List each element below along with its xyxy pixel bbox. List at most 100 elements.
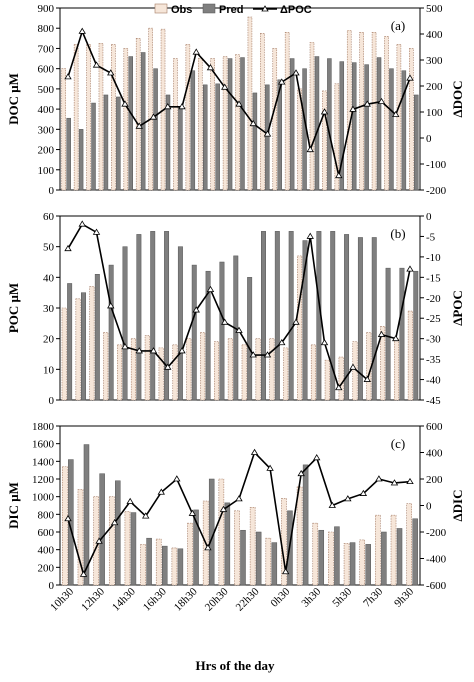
delta-marker bbox=[349, 105, 357, 112]
delta-marker bbox=[164, 103, 172, 110]
pred-bar bbox=[401, 70, 407, 191]
y2-tick-label: -200 bbox=[426, 185, 447, 197]
obs-bar bbox=[297, 88, 302, 191]
delta-marker bbox=[377, 97, 386, 104]
pred-bar bbox=[277, 79, 282, 191]
delta-marker bbox=[292, 69, 300, 76]
y-tick-label: 20 bbox=[43, 334, 55, 346]
delta-marker bbox=[206, 64, 215, 71]
x-tick-label: 14h30 bbox=[110, 585, 138, 613]
obs-bar bbox=[247, 16, 253, 191]
delta-marker bbox=[406, 74, 414, 81]
obs-bar bbox=[328, 531, 334, 586]
y-tick-label: 1000 bbox=[32, 492, 55, 504]
obs-bar bbox=[98, 43, 104, 191]
delta-marker bbox=[64, 514, 72, 522]
y2-tick-label: 100 bbox=[426, 107, 443, 119]
y-tick-label: 700 bbox=[38, 43, 55, 55]
obs-bar bbox=[155, 538, 162, 586]
obs-bar bbox=[375, 514, 381, 586]
obs-bar bbox=[241, 344, 247, 401]
pred-bar bbox=[91, 102, 96, 191]
obs-bar bbox=[62, 466, 68, 586]
obs-bar bbox=[130, 338, 136, 401]
delta-marker bbox=[363, 375, 371, 382]
obs-bar bbox=[61, 68, 67, 191]
pred-bar bbox=[364, 64, 369, 191]
pred-bar bbox=[274, 231, 280, 401]
obs-bar bbox=[359, 31, 364, 191]
pred-bar bbox=[177, 548, 184, 586]
obs-bar bbox=[407, 310, 413, 401]
y-tick-label: 400 bbox=[38, 104, 55, 116]
obs-bar bbox=[111, 44, 116, 191]
delta-marker bbox=[157, 488, 165, 495]
y-tick-label: 500 bbox=[38, 84, 55, 96]
chart-panels: 0100200300400500600700800900-200-1000100… bbox=[6, 3, 465, 592]
obs-bar bbox=[123, 48, 129, 191]
delta-marker bbox=[249, 351, 257, 358]
pred-bar bbox=[193, 509, 199, 586]
y2-tick-label: 600 bbox=[426, 421, 443, 433]
y-tick-label: 30 bbox=[43, 303, 55, 315]
obs-bar bbox=[227, 338, 233, 401]
obs-bar bbox=[200, 332, 206, 401]
pred-bar bbox=[302, 464, 309, 586]
obs-bar bbox=[140, 544, 146, 586]
delta-marker bbox=[328, 501, 336, 508]
delta-marker bbox=[142, 512, 150, 519]
x-axis-title: Hrs of the day bbox=[195, 658, 275, 673]
y-axis-title: DIC μM bbox=[6, 482, 21, 529]
pred-bar bbox=[330, 231, 336, 401]
pred-bar bbox=[215, 83, 220, 191]
obs-bar bbox=[324, 359, 330, 401]
delta-marker bbox=[292, 318, 300, 325]
x-tick-label: 0h30 bbox=[268, 585, 292, 609]
obs-bar bbox=[406, 503, 412, 586]
legend-pred-label: Pred bbox=[219, 4, 243, 16]
obs-bar bbox=[283, 347, 289, 401]
obs-bar bbox=[185, 44, 191, 191]
delta-marker bbox=[192, 306, 200, 313]
delta-marker bbox=[363, 100, 371, 107]
delta-marker bbox=[390, 479, 399, 486]
delta-marker bbox=[278, 78, 286, 85]
delta-marker bbox=[121, 100, 129, 107]
delta-marker bbox=[110, 518, 119, 526]
delta-marker bbox=[375, 475, 383, 482]
pred-bar bbox=[240, 57, 245, 191]
pred-bar bbox=[288, 231, 294, 401]
y2-axis-title: ΔDIC bbox=[450, 490, 465, 522]
y2-tick-label: 400 bbox=[426, 29, 443, 41]
delta-marker bbox=[297, 469, 305, 477]
pred-bar bbox=[190, 70, 196, 191]
pred-bar bbox=[414, 94, 419, 191]
pred-bar bbox=[389, 68, 394, 191]
delta-marker bbox=[263, 351, 272, 358]
delta-marker bbox=[349, 363, 357, 370]
obs-bar bbox=[309, 42, 315, 191]
pred-bar bbox=[128, 56, 133, 191]
obs-bar bbox=[172, 344, 178, 401]
y-tick-label: 40 bbox=[43, 272, 55, 284]
y-tick-label: 300 bbox=[38, 124, 55, 136]
delta-marker bbox=[92, 228, 101, 235]
legend-obs-swatch bbox=[154, 3, 168, 14]
y2-tick-label: 0 bbox=[426, 211, 432, 223]
pred-bar bbox=[191, 264, 197, 401]
obs-bar bbox=[269, 338, 275, 401]
obs-bar bbox=[86, 44, 91, 191]
delta-marker bbox=[219, 505, 228, 512]
obs-bar bbox=[384, 36, 389, 191]
pred-bar bbox=[365, 544, 371, 586]
delta-marker bbox=[281, 567, 290, 575]
delta-marker bbox=[344, 495, 352, 502]
y2-tick-label: 300 bbox=[426, 55, 443, 67]
delta-marker bbox=[359, 489, 368, 496]
obs-bar bbox=[93, 496, 99, 586]
y2-tick-label: 200 bbox=[426, 474, 443, 486]
y2-tick-label: -30 bbox=[426, 334, 441, 346]
delta-marker bbox=[392, 334, 400, 342]
obs-bar bbox=[103, 332, 109, 401]
y2-tick-label: -35 bbox=[426, 354, 441, 366]
